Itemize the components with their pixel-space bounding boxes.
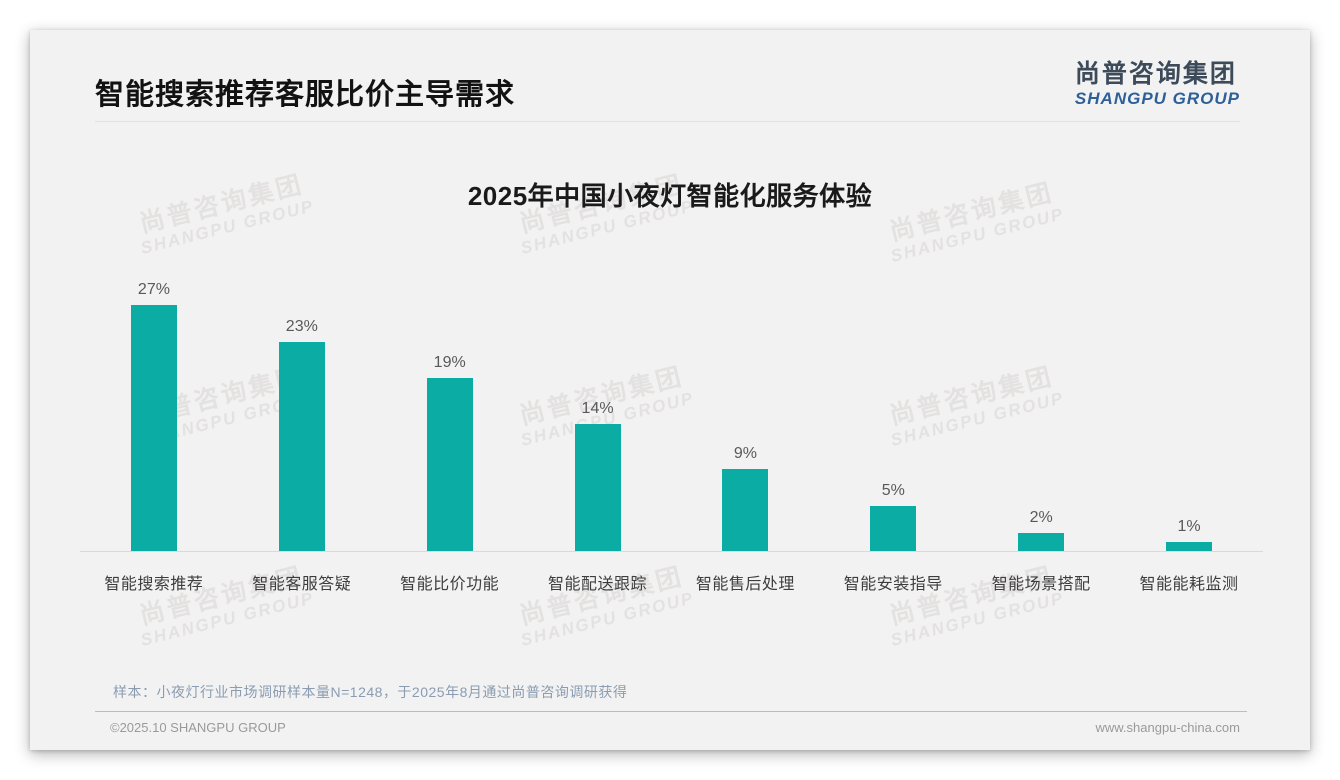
- bar-column: 1%: [1115, 180, 1263, 551]
- category-label: 智能安装指导: [843, 576, 943, 593]
- bar-column: 27%: [80, 180, 228, 551]
- bar-value-label: 9%: [733, 445, 757, 463]
- category-label: 智能场景搭配: [991, 576, 1091, 593]
- bar-column: 9%: [672, 180, 820, 551]
- bar: [574, 423, 621, 551]
- bar-column: 23%: [228, 180, 376, 551]
- bar-chart: 27% 23% 19% 14% 9% 5% 2% 1%: [80, 180, 1263, 551]
- bar-value-label: 2%: [1029, 508, 1053, 526]
- bar-value-label: 27%: [137, 281, 170, 299]
- category-label: 智能配送跟踪: [548, 576, 648, 593]
- bar-value-label: 1%: [1177, 517, 1201, 535]
- x-axis-line: [80, 551, 1263, 552]
- header-divider: [95, 121, 1240, 122]
- bar-value-label: 14%: [581, 399, 614, 417]
- bar: [130, 305, 177, 551]
- bar-column: 14%: [524, 180, 672, 551]
- category-label: 智能能耗监测: [1139, 576, 1239, 593]
- category-label: 智能比价功能: [400, 576, 500, 593]
- company-logo: 尚普咨询集团 SHANGPU GROUP: [1074, 60, 1240, 109]
- category-label: 智能客服答疑: [252, 576, 352, 593]
- category-labels: 智能搜索推荐 智能客服答疑 智能比价功能 智能配送跟踪 智能售后处理 智能安装指导 智能场景…: [80, 570, 1263, 594]
- bar-value-label: 23%: [285, 317, 318, 335]
- bar-column: 5%: [819, 180, 967, 551]
- logo-chinese-text: 尚普咨询集团: [1074, 60, 1237, 88]
- footer-bar: ©2025.10 SHANGPU GROUP www.shangpu-china…: [110, 720, 1240, 735]
- bar: [426, 378, 473, 551]
- footer-divider: [95, 711, 1247, 712]
- bar: [1018, 532, 1065, 551]
- sample-note: 样本：小夜灯行业市场调研样本量N=1248，于2025年8月通过尚普咨询调研获得: [113, 684, 628, 700]
- bar: [278, 341, 325, 551]
- bar-column: 2%: [967, 180, 1115, 551]
- chart-title: 2025年中国小夜灯智能化服务体验: [467, 181, 873, 211]
- page-title: 智能搜索推荐客服比价主导需求: [95, 79, 516, 111]
- bar: [870, 505, 917, 551]
- bar: [1166, 541, 1213, 551]
- bar: [722, 469, 769, 551]
- bar-column: 19%: [376, 180, 524, 551]
- footer-website: www.shangpu-china.com: [1095, 720, 1240, 735]
- category-label: 智能搜索推荐: [104, 576, 204, 593]
- logo-english-text: SHANGPU GROUP: [1074, 88, 1240, 108]
- report-slide: 尚普咨询集团 SHANGPU GROUP 尚普咨询集团 SHANGPU GROUP 尚普…: [30, 30, 1310, 750]
- footer-copyright: ©2025.10 SHANGPU GROUP: [110, 720, 286, 735]
- bar-value-label: 19%: [433, 354, 466, 372]
- category-label: 智能售后处理: [695, 576, 795, 593]
- bar-value-label: 5%: [881, 481, 905, 499]
